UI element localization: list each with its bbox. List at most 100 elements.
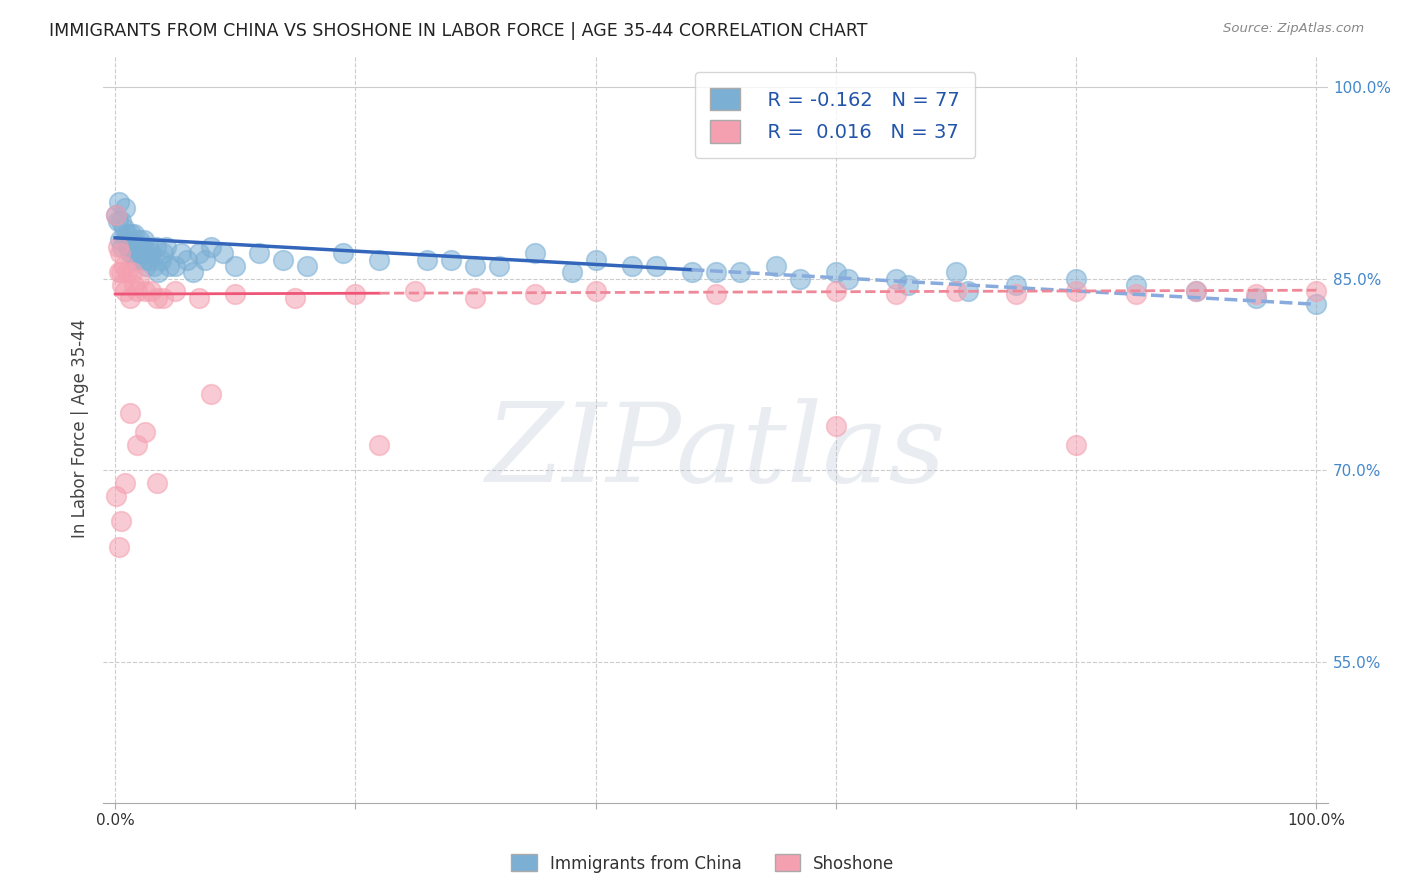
Point bbox=[152, 291, 174, 305]
Point bbox=[114, 476, 136, 491]
Point bbox=[884, 287, 907, 301]
Point bbox=[148, 265, 170, 279]
Point bbox=[129, 246, 152, 260]
Point bbox=[157, 259, 180, 273]
Point bbox=[765, 259, 787, 273]
Point bbox=[121, 246, 143, 260]
Point bbox=[125, 246, 148, 260]
Point bbox=[247, 246, 270, 260]
Point bbox=[107, 240, 129, 254]
Point bbox=[135, 259, 157, 273]
Point bbox=[112, 259, 135, 273]
Point bbox=[332, 246, 354, 260]
Point bbox=[824, 285, 846, 299]
Point bbox=[146, 476, 169, 491]
Point bbox=[1064, 438, 1087, 452]
Point bbox=[176, 252, 198, 267]
Point bbox=[1305, 297, 1327, 311]
Point bbox=[125, 285, 148, 299]
Point bbox=[107, 195, 129, 210]
Point bbox=[107, 214, 129, 228]
Point bbox=[620, 259, 643, 273]
Point bbox=[212, 246, 235, 260]
Legend:   R = -0.162   N = 77,   R =  0.016   N = 37: R = -0.162 N = 77, R = 0.016 N = 37 bbox=[695, 72, 976, 158]
Point bbox=[524, 287, 547, 301]
Text: IMMIGRANTS FROM CHINA VS SHOSHONE IN LABOR FORCE | AGE 35-44 CORRELATION CHART: IMMIGRANTS FROM CHINA VS SHOSHONE IN LAB… bbox=[49, 22, 868, 40]
Point bbox=[181, 265, 204, 279]
Point bbox=[1244, 287, 1267, 301]
Point bbox=[131, 240, 153, 254]
Point bbox=[165, 259, 187, 273]
Point bbox=[704, 287, 727, 301]
Point bbox=[956, 285, 979, 299]
Point bbox=[105, 489, 128, 503]
Point bbox=[134, 285, 156, 299]
Point bbox=[170, 246, 193, 260]
Point bbox=[128, 233, 150, 247]
Point bbox=[945, 265, 967, 279]
Point bbox=[108, 246, 131, 260]
Point bbox=[284, 291, 307, 305]
Point bbox=[115, 227, 138, 241]
Point bbox=[681, 265, 703, 279]
Point bbox=[824, 265, 846, 279]
Point bbox=[464, 291, 486, 305]
Point bbox=[122, 240, 145, 254]
Point bbox=[145, 240, 167, 254]
Point bbox=[128, 271, 150, 285]
Point bbox=[704, 265, 727, 279]
Point bbox=[110, 515, 132, 529]
Point bbox=[464, 259, 486, 273]
Point bbox=[120, 227, 142, 241]
Point bbox=[165, 285, 187, 299]
Point bbox=[132, 233, 155, 247]
Text: ZIPatlas: ZIPatlas bbox=[485, 398, 946, 505]
Point bbox=[224, 259, 246, 273]
Point bbox=[824, 418, 846, 433]
Point bbox=[271, 252, 294, 267]
Point bbox=[152, 246, 174, 260]
Point bbox=[141, 285, 163, 299]
Point bbox=[440, 252, 463, 267]
Point bbox=[585, 252, 607, 267]
Point bbox=[344, 287, 367, 301]
Point bbox=[837, 271, 859, 285]
Point bbox=[1064, 271, 1087, 285]
Point bbox=[368, 252, 391, 267]
Point bbox=[107, 540, 129, 554]
Point bbox=[111, 278, 134, 293]
Point bbox=[368, 438, 391, 452]
Point bbox=[728, 265, 751, 279]
Point bbox=[644, 259, 666, 273]
Point bbox=[141, 246, 163, 260]
Point bbox=[585, 285, 607, 299]
Legend: Immigrants from China, Shoshone: Immigrants from China, Shoshone bbox=[505, 847, 901, 880]
Point bbox=[1185, 285, 1208, 299]
Point bbox=[108, 233, 131, 247]
Point bbox=[115, 233, 138, 247]
Point bbox=[110, 214, 132, 228]
Point bbox=[110, 265, 132, 279]
Y-axis label: In Labor Force | Age 35-44: In Labor Force | Age 35-44 bbox=[72, 319, 89, 539]
Point bbox=[1125, 287, 1147, 301]
Point bbox=[1244, 291, 1267, 305]
Point bbox=[224, 287, 246, 301]
Point bbox=[297, 259, 319, 273]
Point bbox=[416, 252, 439, 267]
Point bbox=[118, 406, 141, 420]
Point bbox=[124, 227, 146, 241]
Point bbox=[132, 252, 155, 267]
Point bbox=[1125, 278, 1147, 293]
Point bbox=[127, 240, 149, 254]
Point bbox=[1005, 287, 1028, 301]
Point bbox=[138, 252, 160, 267]
Point bbox=[789, 271, 811, 285]
Point bbox=[194, 252, 217, 267]
Point bbox=[1185, 285, 1208, 299]
Point bbox=[111, 240, 134, 254]
Point bbox=[114, 285, 136, 299]
Point bbox=[1305, 285, 1327, 299]
Point bbox=[118, 291, 141, 305]
Point bbox=[149, 252, 172, 267]
Point bbox=[200, 240, 222, 254]
